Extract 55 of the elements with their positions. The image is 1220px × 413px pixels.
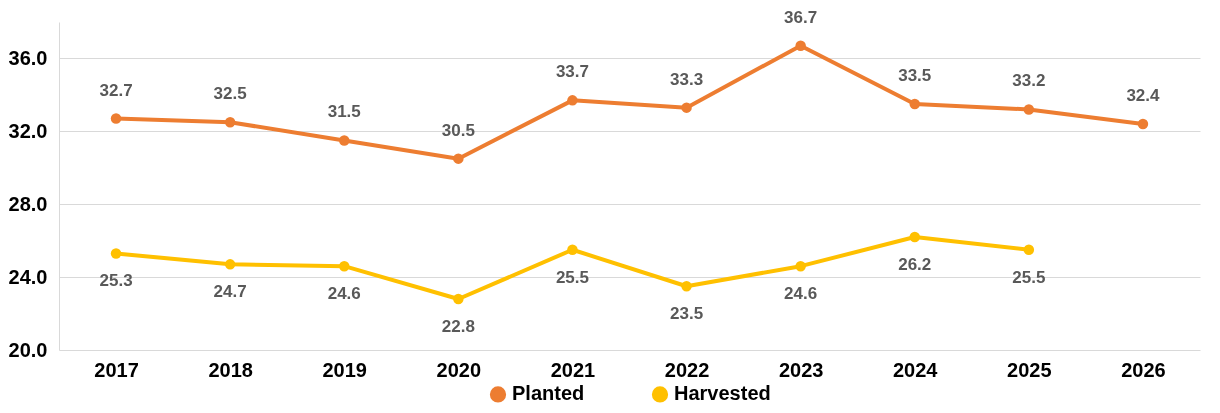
- point: [1023, 244, 1035, 256]
- x-tick-label: 2026: [1121, 358, 1166, 381]
- data-label: 33.7: [555, 62, 589, 82]
- data-label: 32.5: [213, 84, 247, 104]
- point: [339, 260, 350, 272]
- x-tick-label: 2024: [893, 358, 939, 381]
- point: [909, 231, 920, 243]
- legend-label: Harvested: [674, 382, 771, 405]
- data-label: 31.5: [327, 102, 361, 122]
- data-label: 22.8: [441, 316, 475, 336]
- data-label: 25.3: [99, 271, 133, 291]
- point: [1023, 104, 1035, 115]
- data-label: 36.7: [784, 7, 818, 27]
- data-label: 32.4: [1126, 86, 1161, 106]
- point: [453, 293, 464, 305]
- x-tick-label: 2019: [322, 358, 367, 381]
- data-label: 30.5: [441, 120, 475, 140]
- point: [339, 135, 350, 146]
- point: [453, 153, 464, 164]
- point: [567, 244, 578, 256]
- point: [795, 40, 806, 51]
- y-tick-label: 32.0: [8, 119, 48, 142]
- x-tick-label: 2017: [94, 358, 139, 381]
- point: [567, 95, 578, 106]
- y-tick-label: 36.0: [8, 46, 48, 69]
- data-label: 25.5: [555, 267, 589, 287]
- data-label: 23.5: [670, 304, 704, 324]
- point: [909, 98, 920, 110]
- y-tick-label: 20.0: [8, 338, 48, 361]
- data-label: 33.5: [898, 66, 932, 85]
- point: [681, 102, 692, 113]
- x-tick-label: 2023: [778, 358, 824, 381]
- point: [224, 259, 236, 270]
- point: [110, 248, 122, 259]
- y-tick-label: 28.0: [8, 192, 48, 215]
- point: [795, 260, 806, 272]
- point: [224, 116, 236, 128]
- legend-label: Planted: [512, 382, 585, 405]
- data-label: 32.7: [99, 80, 133, 100]
- x-tick-label: 2022: [664, 358, 710, 381]
- data-label: 33.3: [670, 69, 704, 89]
- point: [110, 113, 122, 124]
- data-label: 26.2: [898, 255, 932, 275]
- x-tick-label: 2020: [436, 358, 482, 381]
- x-tick-label: 2025: [1007, 358, 1052, 381]
- point: [681, 280, 692, 292]
- data-label: 24.6: [784, 284, 818, 304]
- x-tick-label: 2018: [208, 358, 253, 381]
- y-tick-label: 24.0: [8, 265, 48, 288]
- point: [1137, 118, 1149, 130]
- data-label: 24.6: [327, 284, 361, 304]
- data-label: 33.2: [1012, 71, 1046, 91]
- x-tick-label: 2021: [550, 358, 596, 381]
- data-label: 24.7: [213, 282, 247, 302]
- data-label: 25.5: [1012, 267, 1046, 287]
